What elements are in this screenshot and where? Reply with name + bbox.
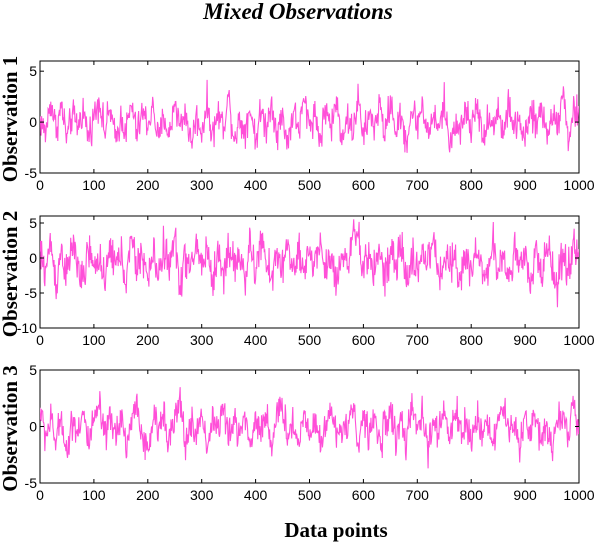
x-tick-label: 600 <box>352 177 376 193</box>
x-tick-label: 200 <box>136 487 160 503</box>
y-axis-label: Observation 2 <box>0 211 22 338</box>
x-tick-label: 100 <box>82 177 106 193</box>
x-tick-label: 500 <box>298 332 322 348</box>
x-tick-label: 600 <box>352 487 376 503</box>
x-tick-label: 200 <box>136 332 160 348</box>
x-tick-label: 1000 <box>563 487 594 503</box>
x-tick-label: 300 <box>190 487 214 503</box>
x-tick-label: 400 <box>244 332 268 348</box>
x-axis-label: Data points <box>284 518 387 542</box>
subplot-2: 0 100 200 300 400 500 600 700 800 900 1000 -10 -5 0 5O… <box>0 211 594 348</box>
y-tick-label: 5 <box>29 63 37 79</box>
x-tick-label: 700 <box>406 332 430 348</box>
y-tick-label: -10 <box>17 320 37 336</box>
y-tick-label: 0 <box>29 250 37 266</box>
x-tick-label: 100 <box>82 332 106 348</box>
x-tick-label: 100 <box>82 487 106 503</box>
figure-title: Mixed Observations <box>202 0 393 24</box>
y-tick-label: -5 <box>25 165 38 181</box>
y-tick-label: 0 <box>29 114 37 130</box>
y-axis-label: Observation 3 <box>0 365 22 492</box>
x-tick-label: 900 <box>513 487 537 503</box>
x-tick-label: 700 <box>406 177 430 193</box>
series-line <box>40 219 579 308</box>
series-line <box>40 387 579 469</box>
y-tick-label: -5 <box>25 475 38 491</box>
x-tick-label: 900 <box>513 177 537 193</box>
y-tick-label: 5 <box>29 215 37 231</box>
x-tick-label: 1000 <box>563 177 594 193</box>
x-tick-label: 0 <box>36 177 44 193</box>
x-tick-label: 300 <box>190 332 214 348</box>
subplots: 0 100 200 300 400 500 600 700 800 900 1000-505Obse… <box>0 56 594 503</box>
x-tick-label: 400 <box>244 177 268 193</box>
x-tick-label: 800 <box>460 332 484 348</box>
y-tick-label: 5 <box>29 362 37 378</box>
x-tick-label: 0 <box>36 332 44 348</box>
x-tick-label: 600 <box>352 332 376 348</box>
x-tick-label: 700 <box>406 487 430 503</box>
x-tick-label: 1000 <box>563 332 594 348</box>
x-tick-label: 400 <box>244 487 268 503</box>
x-tick-label: 800 <box>460 177 484 193</box>
series-line <box>40 79 579 153</box>
x-tick-label: 500 <box>298 487 322 503</box>
x-tick-label: 200 <box>136 177 160 193</box>
subplot-3: 0 100 200 300 400 500 600 700 800 900 1000-505Obse… <box>0 362 594 503</box>
subplot-1: 0 100 200 300 400 500 600 700 800 900 1000-505Obse… <box>0 56 594 193</box>
x-tick-label: 0 <box>36 487 44 503</box>
x-tick-label: 900 <box>513 332 537 348</box>
x-tick-label: 800 <box>460 487 484 503</box>
y-tick-label: -5 <box>25 285 38 301</box>
x-tick-label: 500 <box>298 177 322 193</box>
y-tick-label: 0 <box>29 419 37 435</box>
x-tick-label: 300 <box>190 177 214 193</box>
y-axis-label: Observation 1 <box>0 56 22 183</box>
